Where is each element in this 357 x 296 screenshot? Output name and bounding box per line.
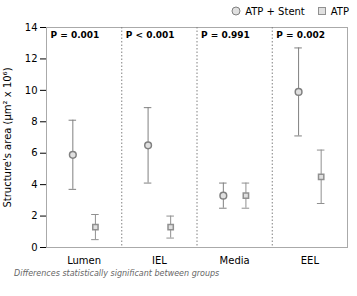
svg-text:14: 14	[25, 22, 38, 33]
svg-text:P < 0.001: P < 0.001	[126, 30, 175, 40]
svg-text:P = 0.001: P = 0.001	[51, 30, 100, 40]
svg-text:8: 8	[31, 116, 37, 127]
html-text:Differences statistically sign: Differences statistically significant be…	[14, 269, 220, 278]
svg-text:IEL: IEL	[152, 255, 167, 266]
svg-text:12: 12	[25, 53, 38, 64]
svg-text:4: 4	[31, 179, 37, 190]
svg-text:0: 0	[31, 242, 37, 253]
svg-text:EEL: EEL	[301, 255, 320, 266]
svg-text:Structure's area (μm² x 10⁶): Structure's area (μm² x 10⁶)	[2, 67, 13, 207]
svg-text:P = 0.002: P = 0.002	[276, 30, 325, 40]
svg-text:Media: Media	[220, 255, 250, 266]
svg-text:P = 0.991: P = 0.991	[201, 30, 250, 40]
svg-text:2: 2	[31, 210, 37, 221]
svg-text:Lumen: Lumen	[67, 255, 101, 266]
html-text:ATP + Stent: ATP + Stent	[245, 5, 305, 17]
html-text:ATP: ATP	[330, 5, 349, 17]
svg-text:6: 6	[31, 147, 37, 158]
svg-text:10: 10	[25, 85, 38, 96]
